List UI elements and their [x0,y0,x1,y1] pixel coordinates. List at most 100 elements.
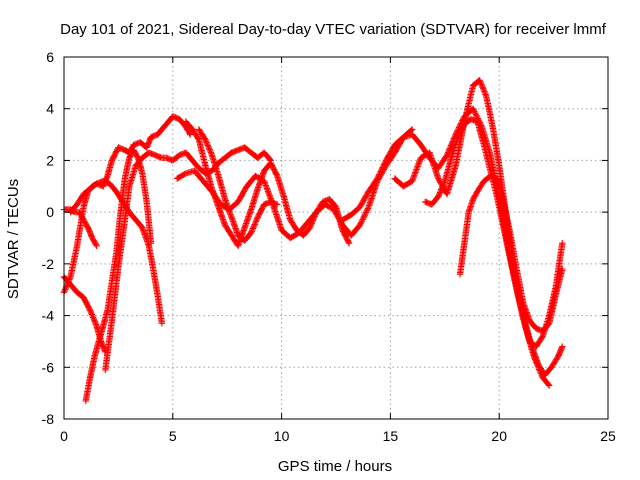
data-point-markers [552,265,566,299]
data-point-markers [254,169,267,193]
data-point-markers [108,264,122,324]
data-point-markers [493,175,507,204]
data-point-markers [528,343,542,367]
data-point-markers [461,210,472,247]
data-point-markers [117,176,128,216]
data-point-markers [82,376,93,405]
data-point-markers [356,189,372,211]
y-tick-label: -2 [42,256,55,272]
data-point-markers [474,118,487,147]
data-point-markers [176,115,189,129]
x-tick-label: 15 [383,428,399,444]
data-point-markers [67,244,80,280]
data-point-markers [374,158,389,182]
data-point-markers [154,124,167,138]
data-point-markers [228,214,241,238]
plot-area-border [63,56,609,420]
data-point-markers [313,199,326,216]
series-arc-9 [195,126,281,244]
data-point-markers [513,265,526,305]
data-point-markers [506,255,520,292]
data-point-markers [339,227,353,247]
data-point-markers [182,149,195,163]
data-point-markers [215,203,228,227]
y-tick-label: 0 [46,204,54,220]
data-point-markers [106,180,119,194]
data-point-markers [267,159,280,178]
data-point-markers [546,293,559,327]
data-point-markers [154,291,166,327]
y-tick-label: 2 [46,152,54,168]
data-point-markers [287,216,300,233]
data-point-markers [280,193,294,222]
data-point-markers [300,225,313,239]
data-point-markers [126,208,139,222]
data-point-markers [348,223,363,239]
data-point-markers [400,178,415,190]
x-tick-label: 5 [169,428,177,444]
data-point-markers [513,286,526,320]
data-point-markers [321,201,336,212]
data-point-markers [241,207,254,231]
data-point-markers [73,192,86,208]
data-point-markers [541,365,554,379]
data-point-markers [435,179,448,200]
x-tick-label: 20 [491,428,507,444]
data-point-markers [73,289,86,300]
data-point-markers [102,319,115,374]
data-point-markers [493,193,507,230]
data-point-markers [409,131,424,147]
data-point-markers [221,150,234,161]
data-point-markers [519,299,533,323]
data-point-markers [221,196,235,220]
data-point-markers [86,181,99,193]
data-point-markers [143,198,155,247]
data-point-markers [247,215,261,236]
data-point-markers [489,123,503,168]
data-point-markers [382,143,398,164]
data-point-markers [365,176,380,195]
data-point-markers [506,229,520,271]
data-point-markers [104,158,115,180]
series-arc-12 [422,115,566,350]
y-tick-label: -6 [42,359,55,375]
data-point-markers [121,156,133,182]
data-point-markers [533,334,546,350]
data-point-markers [84,224,95,240]
data-point-markers [435,153,450,172]
data-point-markers [67,281,80,295]
data-point-markers [443,132,459,159]
data-point-markers [174,170,188,182]
data-point-markers [108,145,121,164]
data-point-markers [100,308,111,330]
data-point-markers [426,149,441,181]
y-axis-label: SDTVAR / TECUs [5,179,22,299]
data-point-markers [169,152,182,164]
y-tick-label: -4 [42,308,55,324]
data-point-markers [500,198,513,235]
data-point-markers [132,155,145,169]
data-point-markers [482,92,496,129]
data-point-markers [215,172,228,201]
data-point-markers [409,156,424,185]
data-point-markers [326,196,339,210]
data-point-markers [500,224,513,261]
data-point-markers [526,317,539,331]
data-point-markers [113,210,124,257]
data-point-markers [221,221,234,238]
y-tick-label: -8 [42,411,55,427]
data-point-markers [456,241,468,278]
y-tick-label: 4 [46,101,54,117]
data-point-markers [80,294,93,313]
data-point-markers [474,179,487,195]
chart-title: Day 101 of 2021, Sidereal Day-to-day VTE… [60,21,607,38]
data-point-markers [476,77,489,98]
data-point-markers [191,167,206,184]
data-point-markers [306,210,319,231]
data-point-markers [132,216,145,230]
data-point-markers [441,156,455,185]
data-point-markers [215,155,228,167]
data-point-markers [339,212,354,224]
data-point-markers [202,162,215,191]
